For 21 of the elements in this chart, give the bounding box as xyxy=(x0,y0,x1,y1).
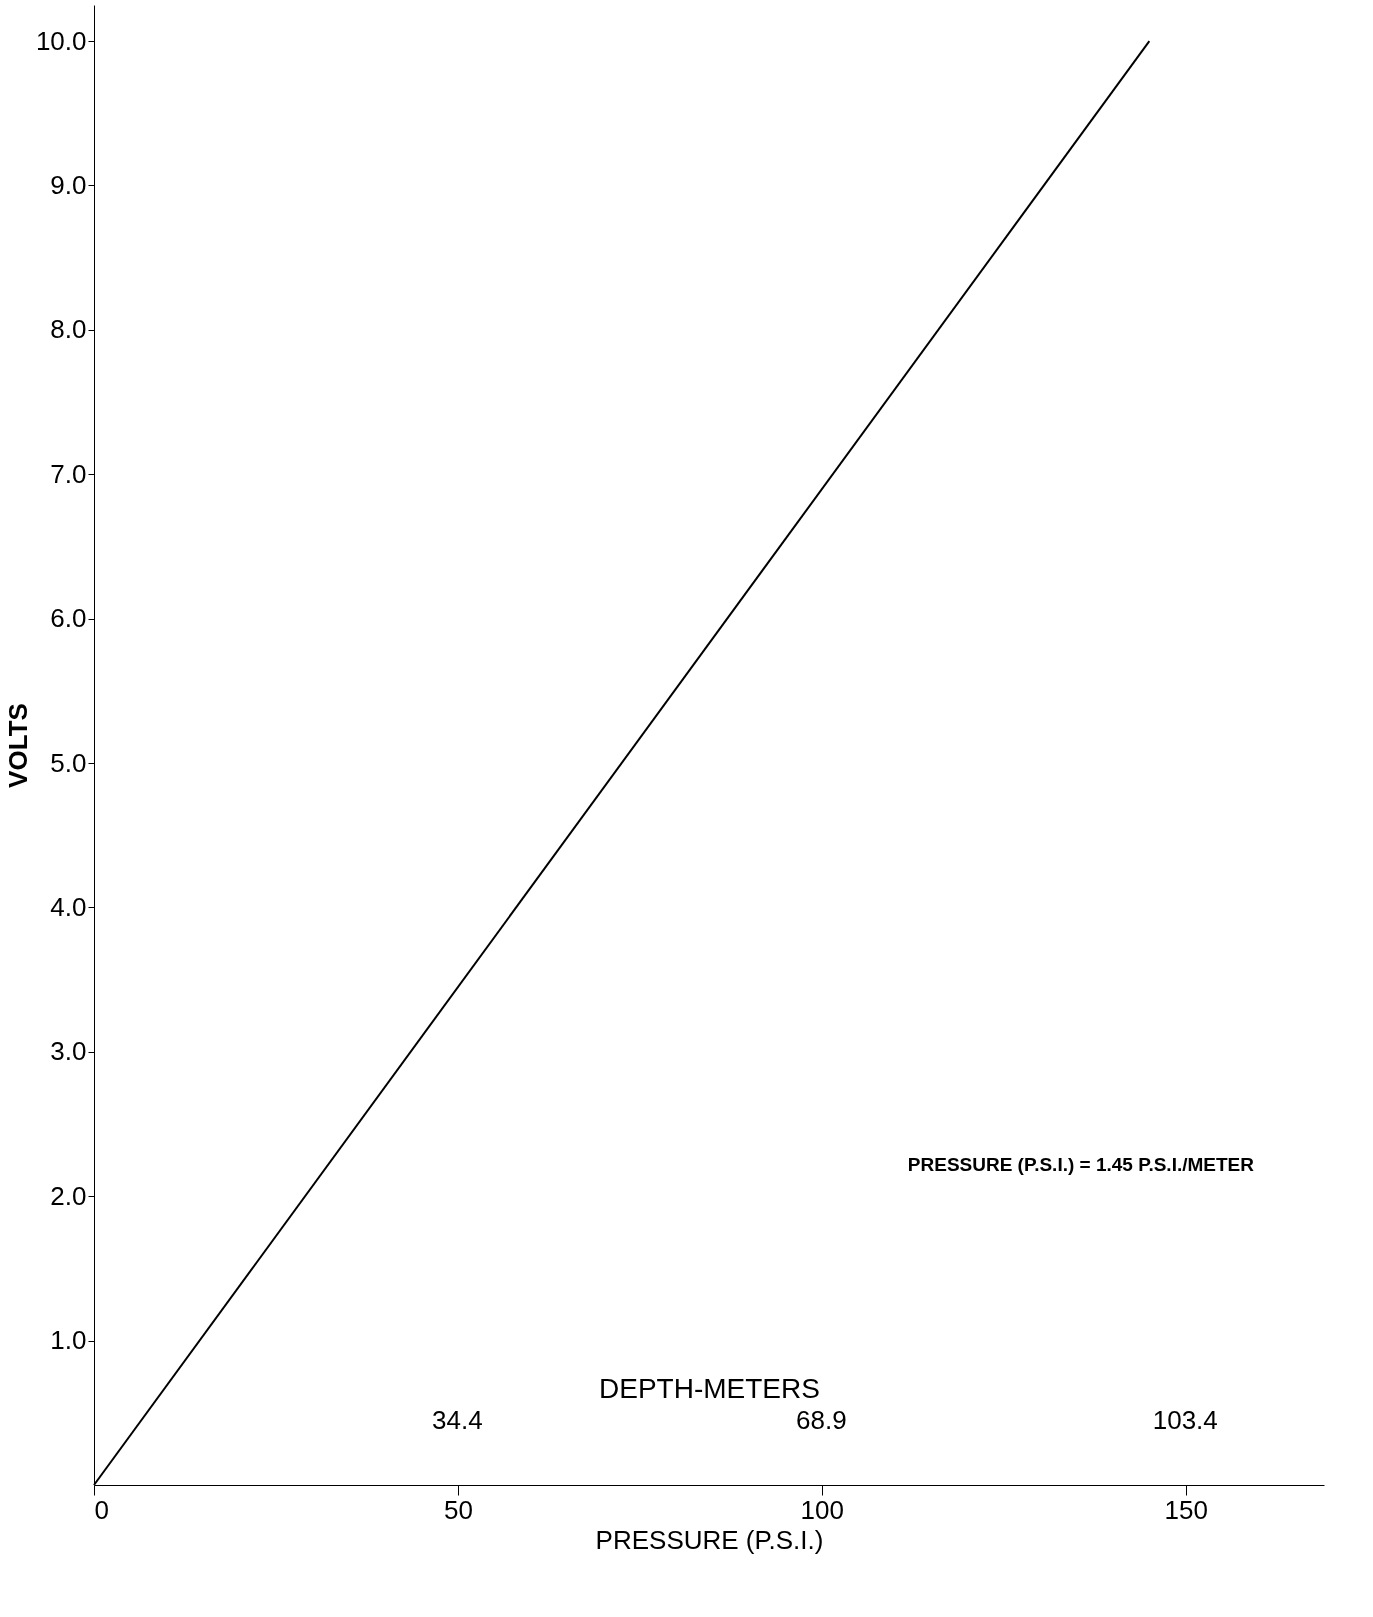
x-axis-title: PRESSURE (P.S.I.) xyxy=(595,1524,824,1555)
x-tick-label: 150 xyxy=(1164,1494,1208,1525)
y-tick-label: 10.0 xyxy=(35,25,87,56)
x2-axis-title: DEPTH-METERS xyxy=(599,1372,820,1404)
annotation: PRESSURE (P.S.I.) = 1.45 P.S.I./METER xyxy=(907,1154,1255,1175)
x-tick-label: 100 xyxy=(800,1494,845,1525)
y-tick-label: 6.0 xyxy=(50,603,87,634)
y-tick-label: 9.0 xyxy=(50,169,87,200)
y-tick-label: 1.0 xyxy=(50,1325,87,1356)
x-tick-label: 0 xyxy=(94,1494,109,1525)
x-tick-label: 50 xyxy=(443,1494,473,1525)
y-tick-label: 4.0 xyxy=(50,891,87,922)
y-tick-label: 2.0 xyxy=(50,1180,87,1211)
y-axis-title: VOLTS xyxy=(2,703,33,788)
x2-tick-label: 68.9 xyxy=(796,1404,847,1435)
x2-tick-label: 34.4 xyxy=(432,1404,483,1435)
y-tick-label: 5.0 xyxy=(50,747,87,778)
y-tick-label: 3.0 xyxy=(50,1036,87,1067)
y-tick-label: 8.0 xyxy=(50,314,87,345)
x2-tick-label: 103.4 xyxy=(1152,1404,1218,1435)
y-tick-label: 7.0 xyxy=(50,458,87,489)
